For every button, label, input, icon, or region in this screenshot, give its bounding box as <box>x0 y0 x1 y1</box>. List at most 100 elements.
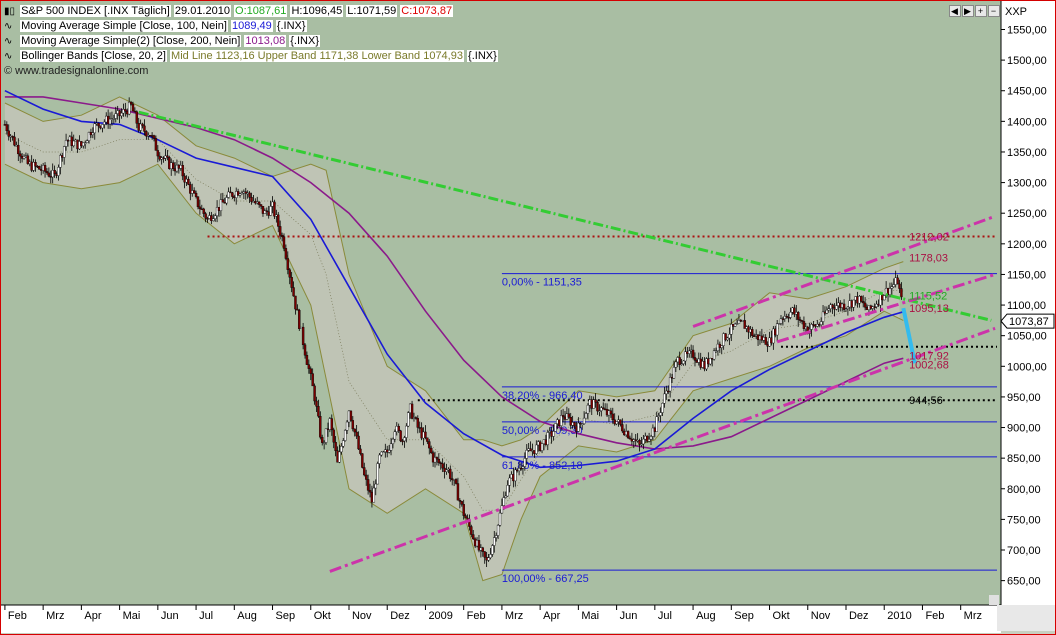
candle-body <box>275 214 278 217</box>
candle-body <box>17 144 20 155</box>
candle-body <box>154 138 158 151</box>
candle-body <box>850 300 853 308</box>
candle-body <box>623 430 626 436</box>
candle-body <box>724 333 727 341</box>
zoom-out-icon[interactable]: − <box>988 5 1000 17</box>
candle-body <box>97 122 100 127</box>
last-price-label: 1073,87 <box>1009 316 1049 328</box>
candle-body <box>835 305 838 310</box>
candle-body <box>200 208 204 210</box>
candle-body <box>61 155 64 158</box>
bollinger-lower-line <box>4 163 904 582</box>
y-tick-label: 850,00 <box>1007 453 1041 465</box>
y-tick-label: 1400,00 <box>1007 116 1047 128</box>
y-tick-label: 1000,00 <box>1007 361 1047 373</box>
candle-body <box>804 326 808 329</box>
candle-body <box>451 478 454 481</box>
candle-body <box>825 309 829 314</box>
candle-body <box>250 197 253 202</box>
x-tick-label: Jul <box>199 610 213 622</box>
candle-body <box>559 415 563 426</box>
candle-body <box>720 345 723 348</box>
level-label: 1212,02 <box>909 231 949 243</box>
scroll-left-icon[interactable]: ◀ <box>949 5 961 17</box>
candle-body <box>294 295 297 310</box>
scroll-right-icon[interactable]: ▶ <box>962 5 974 17</box>
candle-body <box>376 463 379 485</box>
candle-body <box>236 191 240 196</box>
candle-body <box>496 525 500 536</box>
candle-body <box>454 479 458 484</box>
candle-body <box>598 410 601 412</box>
candle-body <box>645 435 649 442</box>
candle-body <box>418 427 421 429</box>
candle-body <box>456 483 460 501</box>
candle-body <box>892 284 895 287</box>
channel-lower-line <box>329 326 996 573</box>
candle-body <box>345 421 349 431</box>
candle-body <box>529 448 532 452</box>
candle-body <box>898 283 901 289</box>
candle-body <box>110 118 114 120</box>
candle-body <box>521 466 525 469</box>
candle-body <box>840 303 844 308</box>
candle-body <box>256 201 259 204</box>
candle-body <box>697 358 700 363</box>
zoom-in-icon[interactable]: + <box>975 5 987 17</box>
candle-body <box>452 479 456 481</box>
candle-body <box>814 324 817 327</box>
candle-body <box>674 361 678 368</box>
legend-price-date: 29.01.2010 <box>173 5 231 17</box>
candle-body <box>772 328 775 344</box>
candle-body <box>338 451 341 463</box>
candle-body <box>781 318 785 320</box>
candle-body <box>691 349 695 358</box>
candle-body <box>760 335 764 341</box>
candle-body <box>235 191 238 198</box>
candle-body <box>500 505 504 514</box>
candle-body <box>24 155 28 158</box>
candle-body <box>657 415 660 417</box>
candle-body <box>57 167 60 176</box>
candle-body <box>433 457 437 463</box>
candle-body <box>265 210 268 212</box>
candle-body <box>875 303 878 307</box>
candle-body <box>888 288 892 295</box>
candle-body <box>590 399 593 409</box>
candle-body <box>158 155 161 160</box>
candle-body <box>756 334 760 341</box>
candle-body <box>40 169 43 171</box>
candle-body <box>280 235 284 237</box>
candle-body <box>535 444 538 454</box>
candle-body <box>80 141 83 147</box>
x-tick-label: Okt <box>314 610 331 622</box>
candle-body <box>384 449 387 452</box>
candle-body <box>579 422 582 425</box>
fib-level-label: 0,00% - 1151,35 <box>502 277 582 289</box>
candle-body <box>494 535 498 538</box>
legend-ma200-suffix: {.INX} <box>289 35 320 47</box>
candle-body <box>380 451 383 456</box>
channel-mid-line <box>776 273 996 344</box>
candle-body <box>28 161 31 164</box>
y-tick-label: 1300,00 <box>1007 178 1047 190</box>
candle-body <box>148 135 152 137</box>
candle-body <box>707 358 710 365</box>
candle-body <box>661 403 664 413</box>
candle-body <box>819 321 823 325</box>
candle-body <box>514 469 517 482</box>
candle-body <box>684 351 687 362</box>
candle-body <box>861 301 865 304</box>
candle-body <box>754 334 758 337</box>
y-tick-label: 1450,00 <box>1007 86 1047 98</box>
bollinger-mid-line <box>4 133 904 511</box>
candle-body <box>688 350 691 354</box>
x-tick-label: Aug <box>696 610 716 622</box>
candle-body <box>510 474 513 479</box>
x-tick-label: Jul <box>658 610 672 622</box>
candle-body <box>62 146 66 158</box>
candle-body <box>617 419 620 422</box>
candle-body <box>753 335 756 337</box>
